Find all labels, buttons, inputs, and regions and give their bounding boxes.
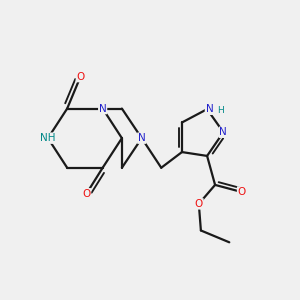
- Text: O: O: [238, 187, 246, 197]
- Text: O: O: [76, 72, 85, 82]
- Text: O: O: [195, 199, 203, 209]
- Text: N: N: [99, 103, 106, 114]
- Text: O: O: [82, 189, 91, 199]
- Text: N: N: [206, 104, 213, 114]
- Text: NH: NH: [40, 133, 56, 143]
- Text: H: H: [218, 106, 224, 115]
- Text: N: N: [138, 133, 146, 143]
- Text: N: N: [220, 127, 227, 137]
- Text: N: N: [206, 104, 213, 114]
